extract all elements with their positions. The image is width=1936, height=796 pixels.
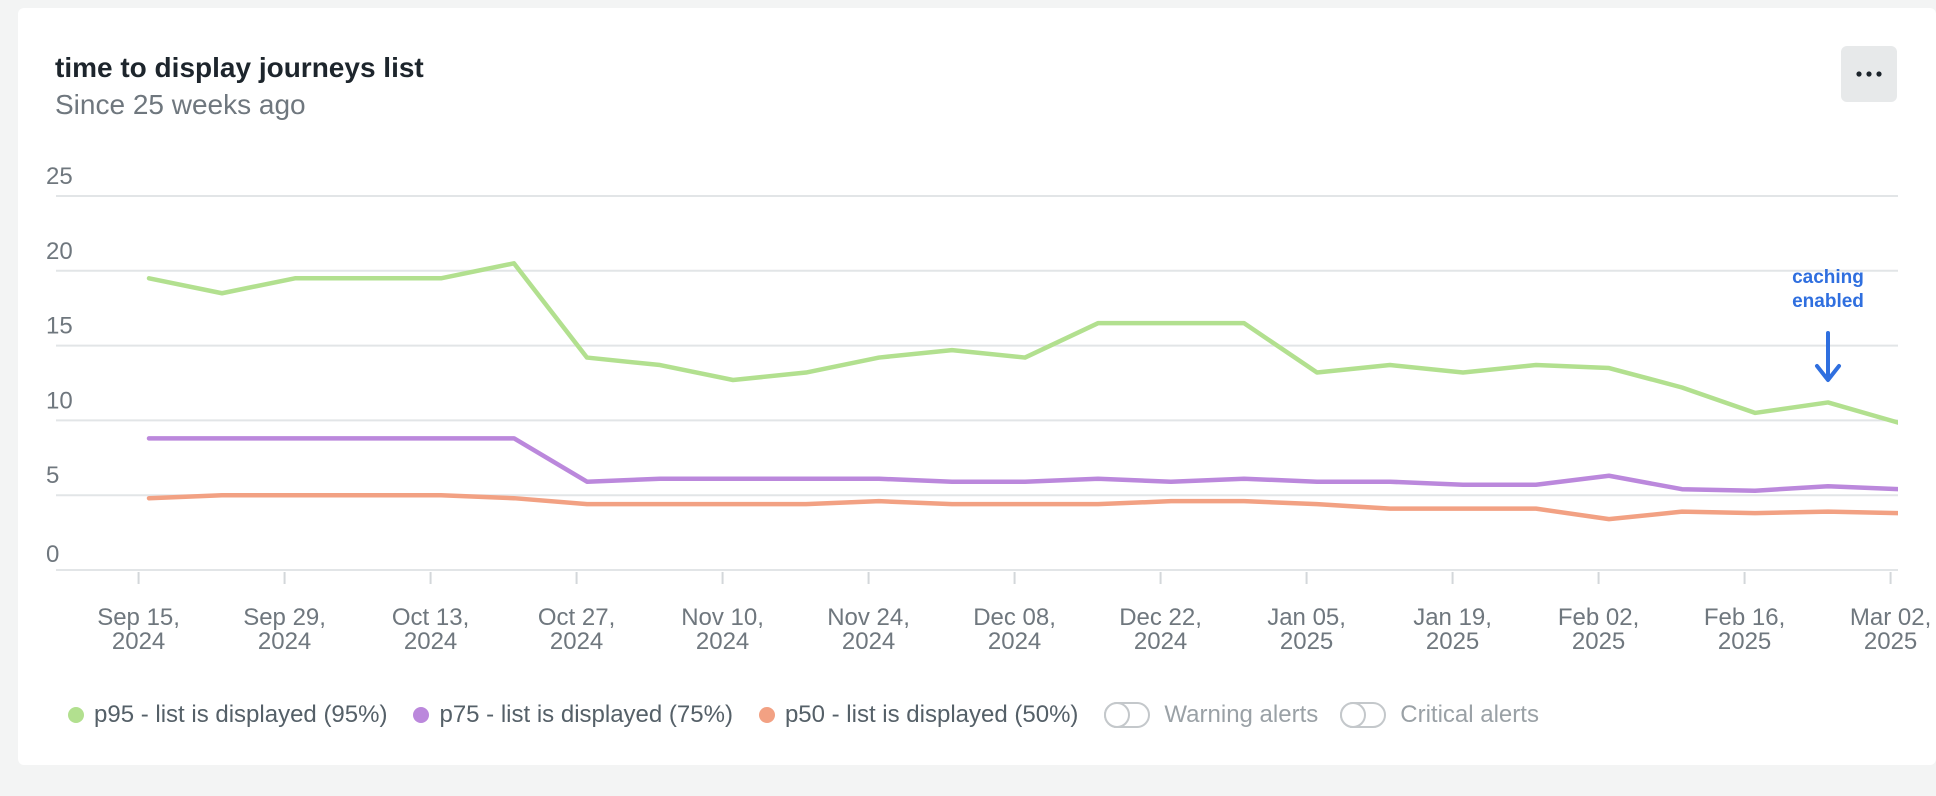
legend-dot-icon bbox=[68, 707, 84, 723]
critical-alerts-label: Critical alerts bbox=[1400, 701, 1539, 728]
toggle-switch[interactable] bbox=[1340, 702, 1387, 728]
legend-dot-icon bbox=[413, 707, 430, 723]
legend-dot-icon bbox=[758, 707, 775, 723]
x-tick-label: Jan 19, 2025 bbox=[1413, 604, 1492, 655]
chart-legend: p95 - list is displayed (95%) p75 - list … bbox=[68, 695, 1561, 735]
y-tick-label: 5 bbox=[46, 462, 59, 489]
warning-alerts-label: Warning alerts bbox=[1164, 701, 1319, 728]
x-tick-label: Oct 27, 2024 bbox=[538, 604, 615, 655]
legend-item-p75[interactable]: p75 - list is displayed (75%) bbox=[413, 701, 733, 729]
legend-label: p75 - list is displayed (75%) bbox=[439, 701, 733, 728]
y-tick-label: 10 bbox=[46, 387, 73, 414]
x-tick-label: Sep 29, 2024 bbox=[243, 604, 326, 655]
x-tick-label: Dec 22, 2024 bbox=[1119, 604, 1202, 655]
series-line-p50 bbox=[146, 492, 1898, 522]
widget-title: time to display journeys list bbox=[55, 52, 424, 83]
x-tick-label: Sep 15, 2024 bbox=[97, 604, 180, 655]
x-tick-label: Feb 16, 2025 bbox=[1704, 604, 1785, 655]
warning-alerts-toggle[interactable]: Warning alerts bbox=[1104, 701, 1318, 729]
toggle-switch[interactable] bbox=[1104, 702, 1151, 728]
y-tick-label: 0 bbox=[46, 541, 59, 568]
legend-item-p95[interactable]: p95 - list is displayed (95%) bbox=[68, 701, 387, 729]
x-tick-label: Jan 05, 2025 bbox=[1267, 604, 1346, 655]
annotation-label: caching enabled bbox=[1792, 267, 1864, 312]
legend-item-p50[interactable]: p50 - list is displayed (50%) bbox=[758, 701, 1079, 729]
ellipsis-icon bbox=[1856, 71, 1882, 77]
x-tick-label: Feb 02, 2025 bbox=[1558, 604, 1639, 655]
annotation-arrow-icon bbox=[1815, 331, 1841, 382]
toggle-knob bbox=[1104, 702, 1131, 728]
x-tick-label: Oct 13, 2024 bbox=[392, 604, 469, 655]
series-line-p95 bbox=[146, 261, 1898, 425]
widget-subtitle: Since 25 weeks ago bbox=[55, 89, 306, 120]
x-tick-label: Mar 02, 2025 bbox=[1850, 604, 1931, 655]
x-tick-label: Nov 10, 2024 bbox=[681, 604, 764, 655]
x-tick-label: Nov 24, 2024 bbox=[827, 604, 910, 655]
line-chart: 0 5 10 15 20 25 Sep 15, 2024 Sep 29, 2024 Oct 13, 2… bbox=[46, 163, 1931, 655]
x-tick-label: Dec 08, 2024 bbox=[973, 604, 1056, 655]
series-line-p75 bbox=[146, 436, 1898, 493]
y-tick-label: 25 bbox=[46, 163, 73, 190]
legend-label: p95 - list is displayed (95%) bbox=[94, 701, 388, 728]
y-tick-label: 15 bbox=[46, 313, 73, 340]
critical-alerts-toggle[interactable]: Critical alerts bbox=[1340, 701, 1539, 729]
y-tick-label: 20 bbox=[46, 238, 73, 265]
more-options-button[interactable] bbox=[1841, 46, 1897, 102]
chart-widget-card: time to display journeys list Since 25 w… bbox=[18, 8, 1936, 765]
toggle-knob bbox=[1340, 702, 1367, 728]
legend-label: p50 - list is displayed (50%) bbox=[784, 701, 1079, 728]
